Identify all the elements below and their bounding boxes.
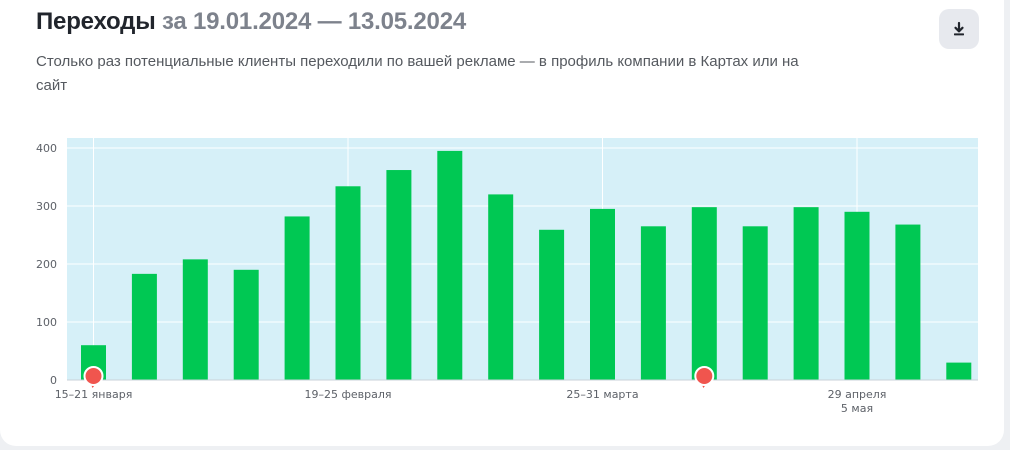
bar [640,226,666,380]
bar [895,224,921,380]
x-tick-label: 29 апреля [828,388,887,401]
bar [793,207,819,380]
bar [742,226,768,380]
download-button[interactable] [939,9,979,49]
bar [335,186,361,380]
card-title: Переходы за 19.01.2024 — 13.05.2024 [36,8,466,36]
date-range: за 19.01.2024 — 13.05.2024 [161,8,466,35]
bar [182,259,208,380]
bar [946,362,972,380]
y-tick-label: 100 [36,316,57,329]
bar [437,150,463,380]
event-marker-icon[interactable] [83,366,104,388]
plot-area [67,138,978,380]
x-tick-label: 19–25 февраля [304,388,391,401]
bar [233,269,259,380]
bar [488,194,514,380]
bar [539,229,565,380]
x-tick-label: 5 мая [841,402,873,415]
card-subtitle: Столько раз потенциальные клиенты перехо… [36,53,799,94]
bar [844,211,870,380]
y-tick-label: 400 [36,142,57,155]
event-marker-icon[interactable] [694,366,715,388]
title-text: Переходы [36,8,156,35]
y-tick-label: 200 [36,258,57,271]
bar [284,216,310,380]
x-tick-label: 15–21 января [55,388,133,401]
bar [131,273,157,380]
x-tick-label: 25–31 марта [566,388,638,401]
download-icon [954,21,964,36]
bar [386,170,412,380]
bar [590,208,615,380]
y-tick-label: 0 [50,374,57,387]
y-tick-label: 300 [36,200,57,213]
bar [691,207,717,380]
